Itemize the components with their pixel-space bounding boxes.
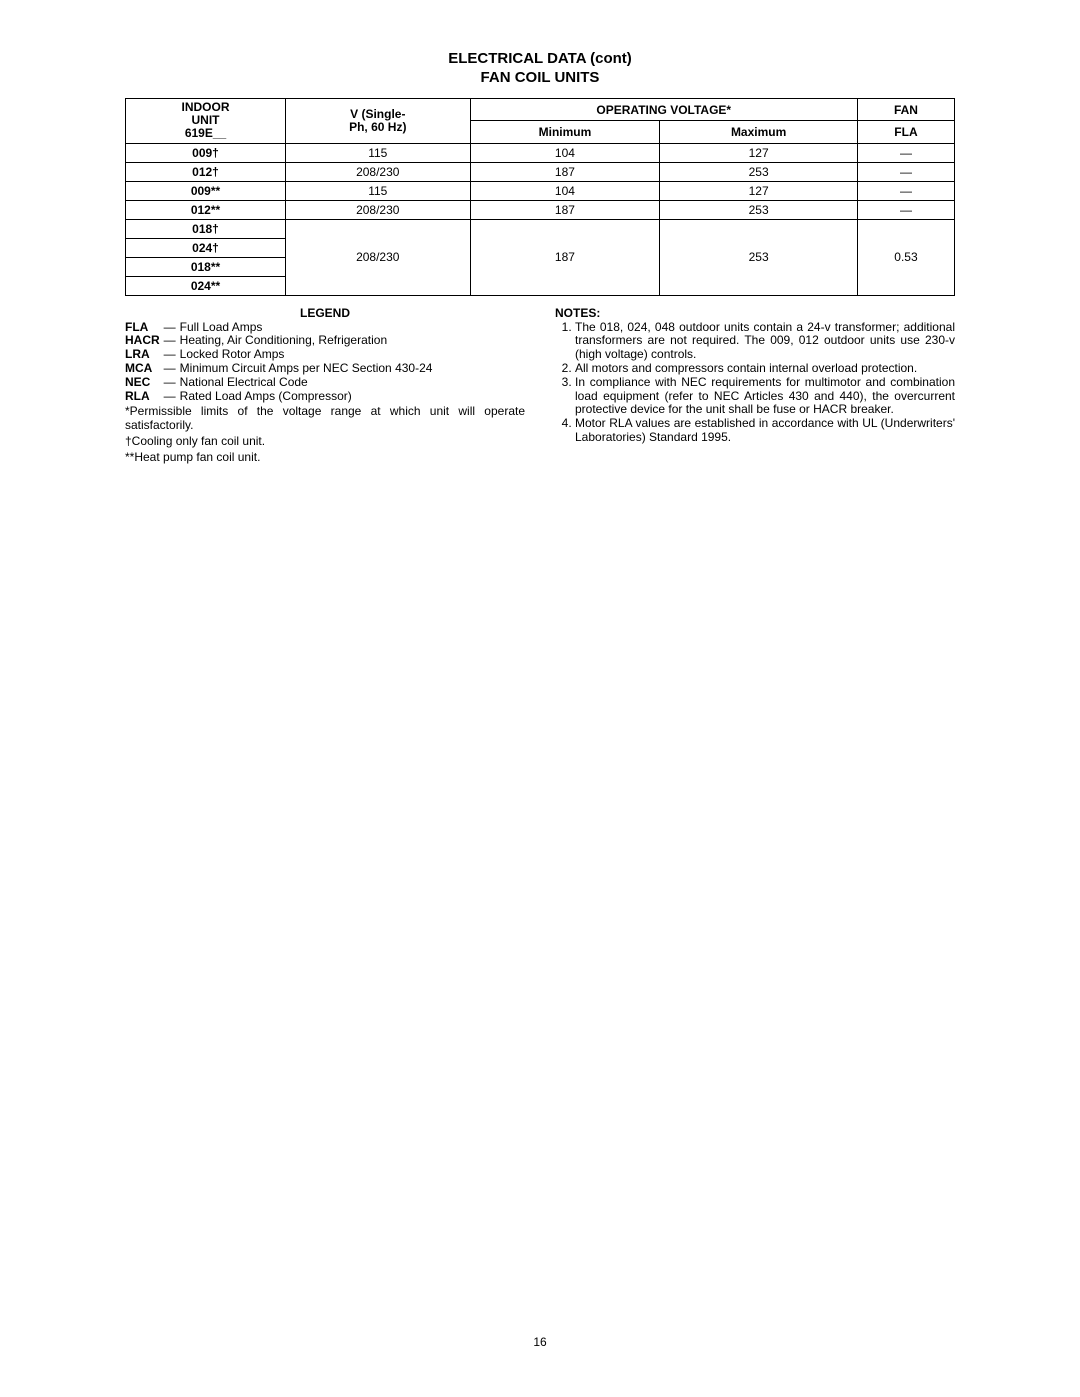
cell-v: 208/230 — [286, 219, 471, 295]
legend-dash: — — [164, 390, 180, 404]
th-fan: FAN — [857, 99, 954, 121]
legend-desc: Locked Rotor Amps — [180, 348, 437, 362]
note-item: In compliance with NEC requirements for … — [575, 376, 955, 417]
legend-abbr: HACR — [125, 334, 164, 348]
page-title: ELECTRICAL DATA (cont) — [50, 50, 1030, 67]
cell-unit: 018** — [126, 257, 286, 276]
legend-dash: — — [164, 362, 180, 376]
footnote: †Cooling only fan coil unit. — [125, 435, 525, 449]
legend-dash: — — [164, 376, 180, 390]
notes-list: The 018, 024, 048 outdoor units contain … — [555, 321, 955, 445]
note-item: All motors and compressors contain inter… — [575, 362, 955, 376]
cell-min: 104 — [470, 143, 660, 162]
legend-title: LEGEND — [125, 306, 525, 320]
cell-fla: — — [857, 143, 954, 162]
cell-min: 104 — [470, 181, 660, 200]
legend-desc: National Electrical Code — [180, 376, 437, 390]
th-max: Maximum — [660, 121, 858, 143]
cell-unit: 009† — [126, 143, 286, 162]
th-min: Minimum — [470, 121, 660, 143]
th-op-voltage: OPERATING VOLTAGE* — [470, 99, 857, 121]
table-row: 009** 115 104 127 — — [126, 181, 955, 200]
cell-min: 187 — [470, 200, 660, 219]
cell-min: 187 — [470, 219, 660, 295]
cell-max: 253 — [660, 219, 858, 295]
legend-dash: — — [164, 321, 180, 335]
cell-unit: 024† — [126, 238, 286, 257]
th-indoor-1: INDOOR — [182, 100, 230, 114]
th-indoor-2: UNIT — [192, 113, 220, 127]
cell-unit: 009** — [126, 181, 286, 200]
legend-abbr: LRA — [125, 348, 164, 362]
cell-max: 127 — [660, 181, 858, 200]
legend-abbr: FLA — [125, 321, 164, 335]
table-row: 009† 115 104 127 — — [126, 143, 955, 162]
legend-dash: — — [164, 334, 180, 348]
th-voltage-2: Ph, 60 Hz) — [349, 120, 406, 134]
cell-unit: 024** — [126, 276, 286, 295]
note-item: Motor RLA values are established in acco… — [575, 417, 955, 445]
legend-column: LEGEND FLA—Full Load Amps HACR—Heating, … — [125, 306, 525, 465]
cell-v: 208/230 — [286, 162, 471, 181]
cell-fla: — — [857, 181, 954, 200]
table-row: 012** 208/230 187 253 — — [126, 200, 955, 219]
table-row: 012† 208/230 187 253 — — [126, 162, 955, 181]
footnote: *Permissible limits of the voltage range… — [125, 405, 525, 433]
fan-coil-table: INDOOR UNIT 619E__ V (Single- Ph, 60 Hz)… — [125, 98, 955, 296]
cell-fla: — — [857, 162, 954, 181]
th-fla: FLA — [857, 121, 954, 143]
legend-desc: Minimum Circuit Amps per NEC Section 430… — [180, 362, 437, 376]
cell-v: 208/230 — [286, 200, 471, 219]
legend-abbr: NEC — [125, 376, 164, 390]
footnote: **Heat pump fan coil unit. — [125, 451, 525, 465]
cell-unit: 018† — [126, 219, 286, 238]
legend-dash: — — [164, 348, 180, 362]
legend-abbr: MCA — [125, 362, 164, 376]
cell-v: 115 — [286, 181, 471, 200]
cell-min: 187 — [470, 162, 660, 181]
cell-max: 253 — [660, 162, 858, 181]
below-table-section: LEGEND FLA—Full Load Amps HACR—Heating, … — [125, 306, 955, 465]
notes-title: NOTES: — [555, 306, 955, 320]
cell-fla: 0.53 — [857, 219, 954, 295]
cell-max: 127 — [660, 143, 858, 162]
notes-column: NOTES: The 018, 024, 048 outdoor units c… — [555, 306, 955, 465]
legend-table: FLA—Full Load Amps HACR—Heating, Air Con… — [125, 321, 436, 404]
cell-v: 115 — [286, 143, 471, 162]
table-row: 018† 208/230 187 253 0.53 — [126, 219, 955, 238]
legend-desc: Rated Load Amps (Compressor) — [180, 390, 437, 404]
cell-unit: 012† — [126, 162, 286, 181]
cell-unit: 012** — [126, 200, 286, 219]
page-subtitle: FAN COIL UNITS — [50, 69, 1030, 86]
legend-abbr: RLA — [125, 390, 164, 404]
th-indoor-3: 619E__ — [185, 126, 226, 140]
note-item: The 018, 024, 048 outdoor units contain … — [575, 321, 955, 362]
legend-desc: Heating, Air Conditioning, Refrigeration — [180, 334, 437, 348]
legend-desc: Full Load Amps — [180, 321, 437, 335]
cell-max: 253 — [660, 200, 858, 219]
page-number: 16 — [50, 1335, 1030, 1349]
th-voltage-1: V (Single- — [350, 107, 405, 121]
cell-fla: — — [857, 200, 954, 219]
